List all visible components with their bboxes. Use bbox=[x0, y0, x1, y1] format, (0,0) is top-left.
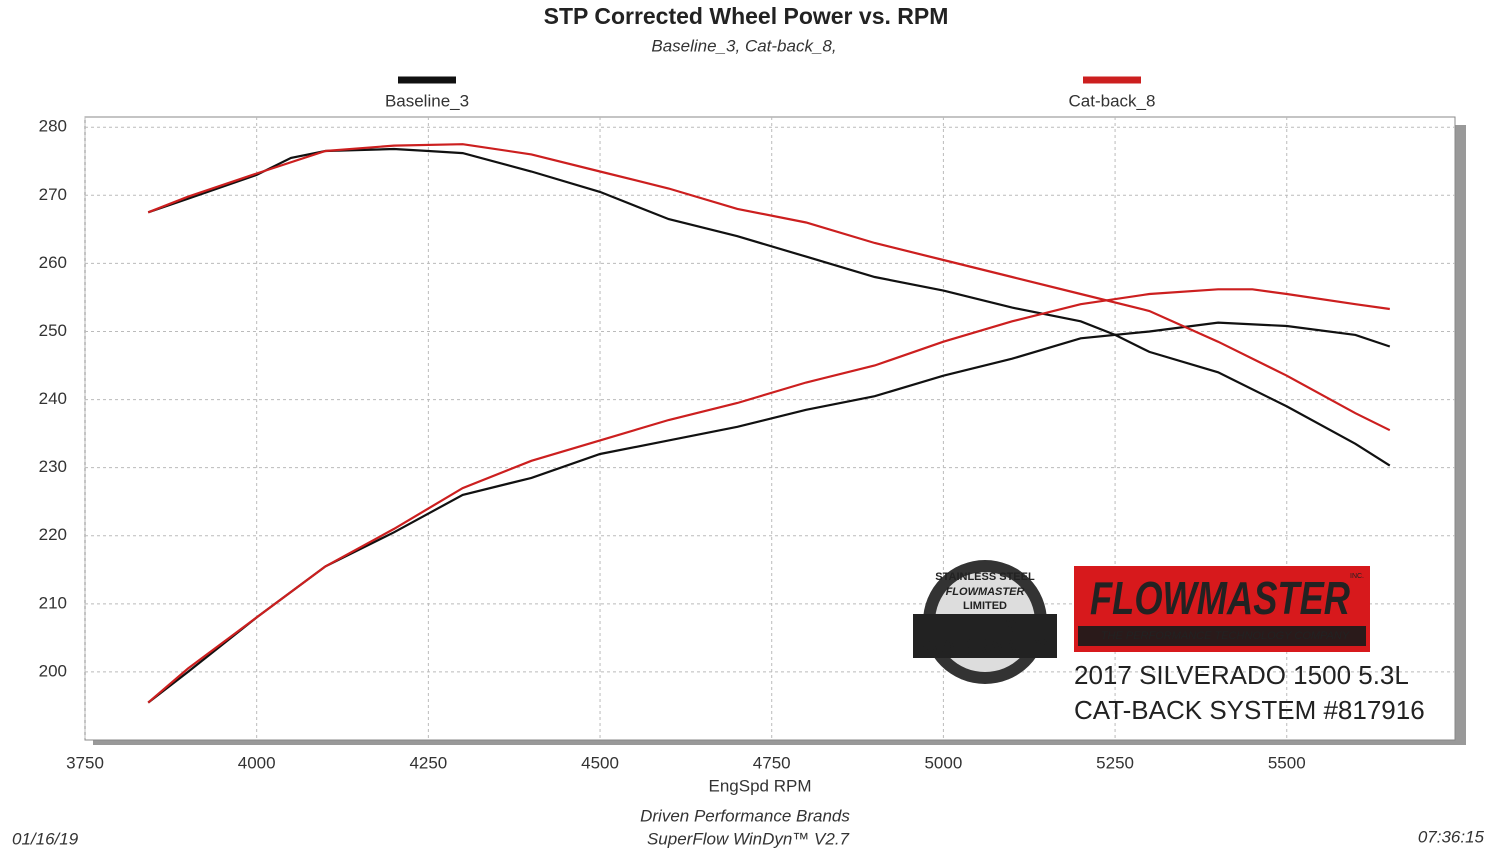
badge-text: STAINLESS STEEL bbox=[935, 571, 1035, 583]
y-tick-label: 260 bbox=[39, 253, 67, 272]
data-line bbox=[147, 143, 1391, 432]
y-tick-label: 270 bbox=[39, 185, 67, 204]
y-tick-label: 240 bbox=[39, 389, 67, 408]
y-tick-label: 200 bbox=[39, 661, 67, 680]
badge-text: WARRANTY bbox=[921, 634, 1048, 659]
brand-inc: INC. bbox=[1350, 573, 1364, 580]
product: CAT-BACK SYSTEM #817916 bbox=[1074, 695, 1425, 725]
data-line bbox=[147, 147, 1391, 467]
brand-name: FLOWMASTER bbox=[1090, 572, 1350, 624]
x-axis-label: EngSpd RPM bbox=[709, 776, 812, 795]
badge-band bbox=[913, 614, 1057, 658]
x-tick-label: 4000 bbox=[238, 753, 276, 772]
tagline: THE PERFORMANCE TECHNOLOGY COMPANY bbox=[1101, 630, 1350, 642]
y-tick-label: 250 bbox=[39, 321, 67, 340]
footer: Driven Performance Brands bbox=[640, 806, 850, 825]
y-tick-label: 210 bbox=[39, 593, 67, 612]
plot-shadow bbox=[93, 740, 1466, 745]
chart-title: STP Corrected Wheel Power vs. RPM bbox=[544, 3, 949, 29]
x-tick-label: 4250 bbox=[409, 753, 447, 772]
vehicle: 2017 SILVERADO 1500 5.3L bbox=[1074, 660, 1409, 690]
date: 01/16/19 bbox=[12, 829, 79, 848]
x-tick-label: 5500 bbox=[1268, 753, 1306, 772]
badge-text: FLOWMASTER bbox=[946, 586, 1025, 598]
plot-shadow bbox=[1455, 125, 1466, 745]
legend-label: Baseline_3 bbox=[385, 91, 469, 110]
x-tick-label: 4500 bbox=[581, 753, 619, 772]
y-tick-label: 230 bbox=[39, 457, 67, 476]
footer: SuperFlow WinDyn™ V2.7 bbox=[647, 829, 850, 848]
y-tick-label: 220 bbox=[39, 525, 67, 544]
badge-text: LIFETIME bbox=[935, 612, 1035, 637]
warranty-badge: STAINLESS STEEL FLOWMASTER LIMITED LIFET… bbox=[913, 560, 1057, 684]
data-line bbox=[147, 288, 1390, 704]
tagline-band bbox=[1078, 626, 1366, 646]
badge-text: LIMITED bbox=[963, 600, 1007, 612]
x-tick-label: 5000 bbox=[924, 753, 962, 772]
time: 07:36:15 bbox=[1418, 827, 1485, 846]
x-tick-label: 5250 bbox=[1096, 753, 1134, 772]
chart-subtitle: Baseline_3, Cat-back_8, bbox=[651, 36, 836, 55]
x-tick-label: 4750 bbox=[753, 753, 791, 772]
y-tick-label: 280 bbox=[39, 117, 67, 136]
legend-label: Cat-back_8 bbox=[1069, 91, 1156, 110]
brand-logo: FLOWMASTER INC. THE PERFORMANCE TECHNOLO… bbox=[1074, 566, 1425, 725]
x-tick-label: 3750 bbox=[66, 753, 104, 772]
